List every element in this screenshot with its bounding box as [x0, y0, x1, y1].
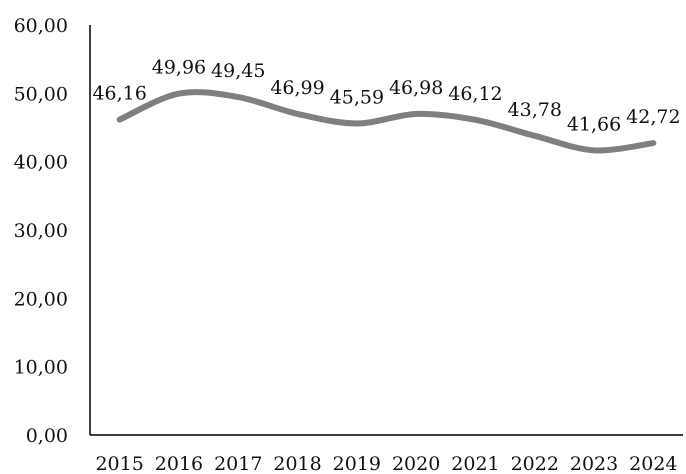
data-point: [532, 133, 538, 139]
data-label: 46,98: [389, 77, 443, 99]
data-point: [295, 111, 301, 117]
x-tick-label: 2015: [95, 453, 143, 474]
data-label: 49,45: [211, 60, 265, 82]
data-label: 46,12: [448, 83, 502, 105]
data-point: [591, 147, 597, 153]
data-point: [235, 94, 241, 100]
y-tick-label: 30,00: [14, 220, 68, 242]
data-point: [413, 111, 419, 117]
y-tick-label: 20,00: [14, 288, 68, 310]
x-axis: 2015 2016 2017 2018 2019 2020 2021 2022 2023 2024: [90, 434, 683, 474]
data-point: [117, 117, 123, 123]
y-tick-label: 60,00: [14, 15, 68, 37]
y-tick-label: 40,00: [14, 152, 68, 174]
data-label: 41,66: [567, 113, 621, 135]
data-label: 43,78: [508, 99, 562, 121]
data-point: [472, 117, 478, 123]
x-tick-label: 2023: [570, 453, 618, 474]
y-tick-label: 50,00: [14, 83, 68, 105]
data-point: [650, 140, 656, 146]
x-tick-label: 2019: [333, 453, 381, 474]
data-label: 46,99: [270, 77, 324, 99]
series-group: [116, 89, 657, 154]
x-tick-label: 2021: [451, 453, 499, 474]
data-point: [176, 91, 182, 97]
x-tick-label: 2016: [155, 453, 203, 474]
y-tick-label: 10,00: [14, 357, 68, 379]
data-point: [354, 120, 360, 126]
x-tick-label: 2024: [629, 453, 677, 474]
x-tick-label: 2017: [214, 453, 262, 474]
x-tick-label: 2018: [273, 453, 321, 474]
data-label: 45,59: [330, 86, 384, 108]
series-line: [116, 89, 657, 154]
data-label: 46,16: [92, 83, 146, 105]
x-tick-label: 2022: [511, 453, 559, 474]
data-label: 49,96: [152, 57, 206, 79]
data-label: 42,72: [626, 106, 680, 128]
x-tick-label: 2020: [392, 453, 440, 474]
y-tick-label: 0,00: [26, 425, 68, 447]
y-axis: 0,00 10,00 20,00 30,00 40,00 50,00 60,00: [14, 15, 91, 447]
